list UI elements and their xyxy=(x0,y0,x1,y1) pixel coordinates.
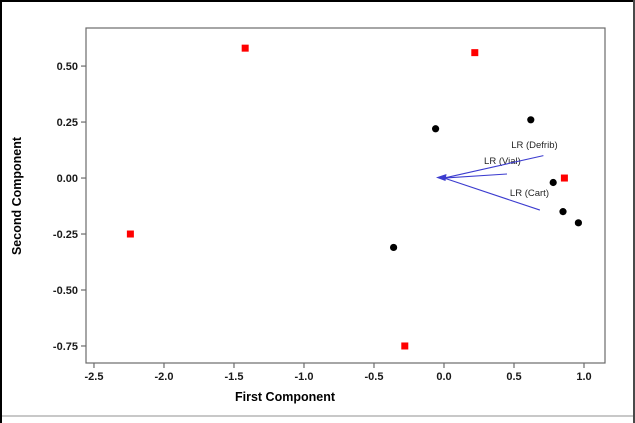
y-tick-label: -0.75 xyxy=(53,341,78,353)
window-bottom-divider xyxy=(2,415,633,417)
window-border-right xyxy=(633,0,635,423)
data-point-circle xyxy=(559,208,567,216)
window-border-top xyxy=(0,0,635,2)
data-point-circle xyxy=(389,243,398,252)
data-point-square xyxy=(560,174,568,182)
data-point-square xyxy=(471,49,479,57)
x-tick-label: 0.5 xyxy=(506,371,521,383)
x-tick-label: 1.0 xyxy=(576,371,591,383)
data-point-square xyxy=(401,342,409,350)
y-tick-label: -0.50 xyxy=(53,285,78,297)
x-tick-label: -2.5 xyxy=(84,371,103,383)
x-tick-label: -1.5 xyxy=(225,371,244,383)
x-tick-label: -2.0 xyxy=(154,371,173,383)
plot-frame xyxy=(85,27,606,364)
loading-vector-line xyxy=(443,155,544,179)
data-point-circle xyxy=(431,125,440,133)
vector-arrowhead xyxy=(435,174,447,182)
loading-vector-line xyxy=(443,177,541,211)
y-tick-label: 0.00 xyxy=(57,173,78,185)
data-point-circle xyxy=(549,178,557,187)
x-axis-title: First Component xyxy=(235,390,335,404)
y-tick-label: 0.25 xyxy=(57,117,78,129)
data-point-square xyxy=(126,230,134,238)
y-tick-label: 0.50 xyxy=(57,61,78,73)
data-point-circle xyxy=(574,219,582,227)
data-point-square xyxy=(241,44,249,52)
vector-label: LR (Cart) xyxy=(510,188,549,199)
data-point-circle xyxy=(527,116,535,124)
window-border-left xyxy=(0,0,2,423)
loading-vector-line xyxy=(443,173,508,179)
vector-label: LR (Vial) xyxy=(484,156,521,167)
vector-label: LR (Defrib) xyxy=(511,140,557,151)
y-axis-title: Second Component xyxy=(10,136,24,256)
x-tick-label: -1.0 xyxy=(295,371,314,383)
x-tick-label: -0.5 xyxy=(365,371,384,383)
x-tick-label: 0.0 xyxy=(436,371,451,383)
y-tick-label: -0.25 xyxy=(53,229,78,241)
